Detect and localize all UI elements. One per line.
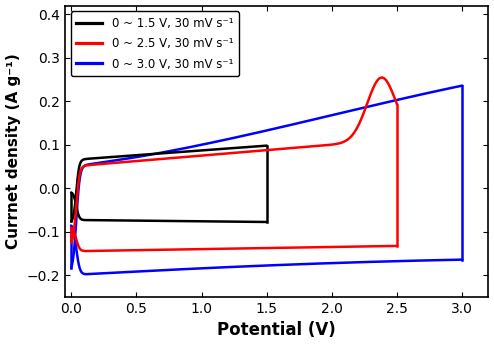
Legend: 0 ~ 1.5 V, 30 mV s⁻¹, 0 ~ 2.5 V, 30 mV s⁻¹, 0 ~ 3.0 V, 30 mV s⁻¹: 0 ~ 1.5 V, 30 mV s⁻¹, 0 ~ 2.5 V, 30 mV s…	[71, 11, 240, 77]
X-axis label: Potential (V): Potential (V)	[217, 322, 336, 339]
Y-axis label: Currnet density (A g⁻¹): Currnet density (A g⁻¹)	[5, 53, 21, 249]
